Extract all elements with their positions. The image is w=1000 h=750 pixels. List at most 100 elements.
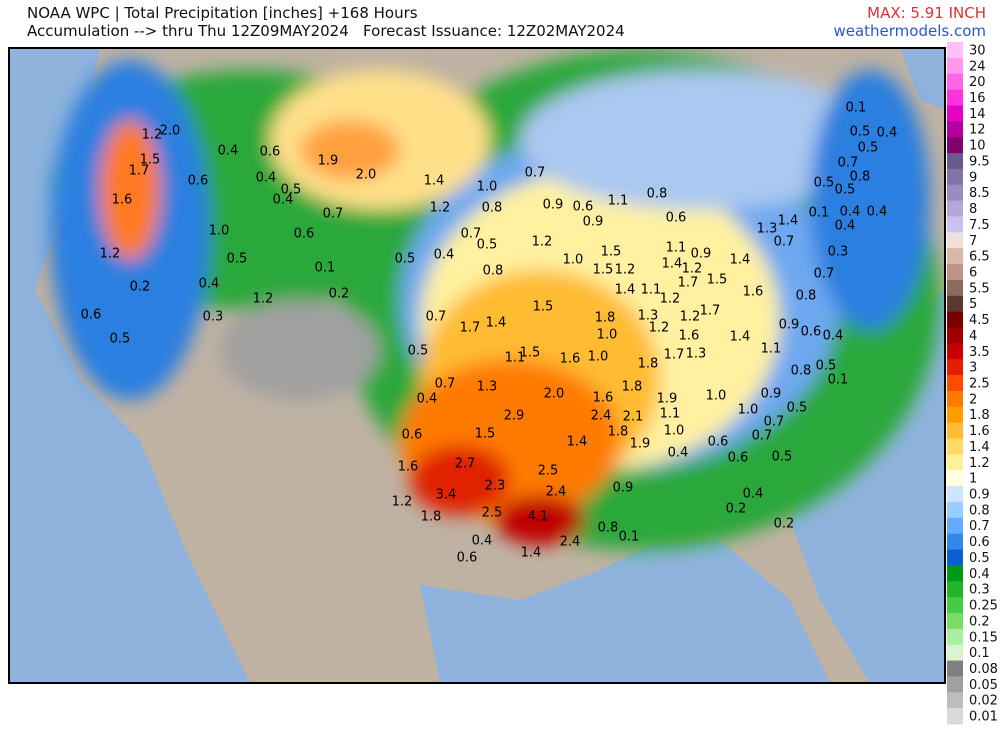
site[interactable]: weathermodels.com	[833, 22, 986, 40]
precip-label: 1.1	[505, 351, 526, 366]
legend-label: 0.2	[969, 614, 990, 629]
legend-label: 0.4	[969, 567, 990, 582]
precip-label: 0.2	[726, 502, 747, 517]
legend-swatch	[947, 565, 963, 582]
precip-label: 1.4	[730, 253, 751, 268]
precip-label: 1.2	[430, 201, 451, 216]
legend-label: 24	[969, 59, 986, 74]
legend-label: 0.6	[969, 535, 990, 550]
legend-swatch	[947, 612, 963, 630]
precip-label: 1.1	[608, 194, 629, 209]
precip-label: 1.9	[657, 392, 678, 407]
legend-label: 0.5	[969, 551, 990, 566]
precip-label: 2.9	[504, 409, 525, 424]
legend-swatch	[947, 692, 963, 709]
precip-label: 0.5	[281, 183, 302, 198]
precip-label: 0.2	[130, 280, 151, 295]
precip-label: 0.3	[828, 245, 849, 260]
legend-swatch	[947, 168, 963, 186]
pacific	[9, 48, 250, 683]
precip-label: 1.8	[638, 357, 659, 372]
precip-label: 0.5	[408, 344, 429, 359]
legend-label: 7.5	[969, 218, 990, 233]
precip-label: 0.6	[294, 227, 315, 242]
precip-label: 0.8	[482, 201, 503, 216]
precip-label: 0.5	[395, 252, 416, 267]
legend-swatch	[947, 533, 963, 551]
precip-label: 1.8	[608, 425, 629, 440]
legend-swatch	[947, 279, 963, 297]
precip-label: 2.3	[485, 479, 506, 494]
precip-label: 0.4	[417, 392, 438, 407]
precip-label: 0.4	[199, 277, 220, 292]
precip-label: 1.1	[660, 407, 681, 422]
precip-label: 0.9	[543, 198, 564, 213]
precip-label: 2.5	[538, 464, 559, 479]
precip-label: 1.7	[129, 164, 150, 179]
legend-label: 2.5	[969, 377, 990, 392]
precip-label: 0.9	[691, 247, 712, 262]
legend-swatch	[947, 73, 963, 91]
legend-swatch	[947, 660, 963, 677]
precip-label: 4.1	[528, 510, 549, 525]
precip-label: 1.5	[475, 427, 496, 442]
precip-label: 0.4	[823, 329, 844, 344]
legend-label: 1.6	[969, 424, 990, 439]
precip-label: 0.4	[256, 171, 277, 186]
precip-label: 0.5	[816, 359, 837, 374]
precip-label: 0.5	[835, 183, 856, 198]
legend-swatch	[947, 644, 963, 662]
precip-field	[50, 50, 940, 550]
precip-label: 1.6	[593, 391, 614, 406]
legend-label: 10	[969, 139, 986, 154]
precip-label: 0.1	[619, 530, 640, 545]
legend-swatch	[947, 581, 963, 598]
precip-label: 0.4	[472, 534, 493, 549]
precip-label: 0.7	[838, 156, 859, 171]
legend-swatch	[947, 422, 963, 440]
precip-label: 0.7	[774, 235, 795, 250]
legend-label: 1.2	[969, 456, 990, 471]
precip-label: 0.6	[728, 451, 749, 466]
precip-label: 0.9	[583, 215, 604, 230]
legend-swatch	[947, 200, 963, 217]
legend-label: 0.1	[969, 646, 990, 661]
precip-label: 0.7	[435, 377, 456, 392]
precip-label: 1.6	[743, 285, 764, 300]
legend-swatch	[947, 121, 963, 138]
precip-label: 0.3	[203, 310, 224, 325]
precip-label: 1.6	[112, 193, 133, 208]
precip-label: 0.6	[801, 325, 822, 340]
precip-label: 0.4	[434, 248, 455, 263]
legend-label: 2	[969, 392, 977, 407]
precip-label: 2.0	[356, 168, 377, 183]
precip-label: 0.9	[613, 481, 634, 496]
legend-label: 20	[969, 75, 986, 90]
precip-label: 0.2	[329, 287, 350, 302]
precip-label: 1.3	[477, 380, 498, 395]
precip-label: 2.4	[591, 409, 612, 424]
legend-label: 1	[969, 472, 977, 487]
precip-label: 0.4	[668, 446, 689, 461]
legend-label: 30	[969, 43, 986, 58]
precip-label: 1.5	[140, 153, 161, 168]
legend-label: 8.5	[969, 186, 990, 201]
map-frame	[8, 47, 946, 684]
legend-swatch	[947, 327, 963, 344]
precip-label: 1.0	[209, 224, 230, 239]
precip-label: 3.4	[436, 488, 457, 503]
legend-swatch	[947, 184, 963, 202]
subtitle: Accumulation --> thru Thu 12Z09MAY2024 F…	[27, 22, 625, 40]
precip-label: 0.4	[877, 126, 898, 141]
precip-label: 1.2	[682, 262, 703, 277]
precip-label: 0.2	[774, 517, 795, 532]
legend-swatch	[947, 549, 963, 566]
legend-swatch	[947, 470, 963, 487]
precip-label: 1.9	[318, 154, 339, 169]
legend-label: 8	[969, 202, 977, 217]
precip-label: 1.0	[477, 180, 498, 195]
precip-label: 1.1	[761, 342, 782, 357]
precip-label: 1.8	[421, 510, 442, 525]
legend-label: 4.5	[969, 313, 990, 328]
precip-label: 1.5	[707, 273, 728, 288]
